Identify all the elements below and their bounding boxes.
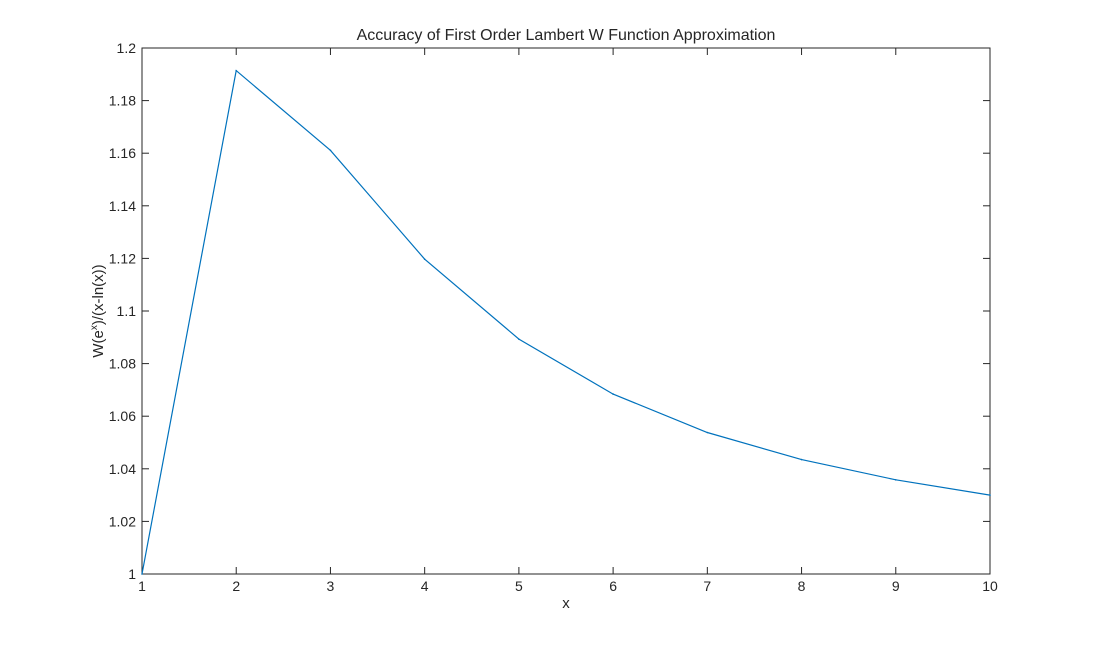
data-point (235, 69, 238, 72)
y-tick-label: 1.08 (109, 356, 136, 372)
y-axis-label-superscript: x (89, 325, 100, 330)
series-line (141, 69, 991, 575)
x-tick-label: 5 (515, 578, 523, 594)
data-point (329, 149, 332, 152)
x-tick-label: 3 (327, 578, 335, 594)
y-axis-label-rest: )/(x-ln(x)) (90, 264, 107, 325)
y-tick-label: 1.14 (109, 198, 136, 214)
y-tick-label: 1.1 (117, 303, 137, 319)
axes-box (141, 47, 991, 575)
x-tick-label: 9 (892, 578, 900, 594)
y-tick-label: 1.16 (109, 145, 136, 161)
y-tick-label: 1.06 (109, 408, 136, 424)
x-tick-label: 7 (703, 578, 711, 594)
data-point (518, 338, 520, 340)
x-tick-label: 10 (982, 578, 998, 594)
x-tick-label: 4 (421, 578, 429, 594)
x-tick-label: 1 (138, 578, 146, 594)
y-tick-label: 1.04 (109, 461, 136, 477)
chart-title: Accuracy of First Order Lambert W Functi… (357, 27, 776, 44)
data-point (423, 258, 426, 260)
y-tick-label: 1.18 (109, 93, 136, 109)
x-tick-label: 2 (232, 578, 240, 594)
y-tick-label: 1.2 (117, 40, 137, 56)
y-tick-label: 1.12 (109, 250, 136, 266)
y-axis-ticks: 1 1.02 1.04 1.06 1.08 1.1 1.12 1.14 1.16 1.18 1.2 (109, 40, 990, 582)
data-point (894, 479, 897, 481)
x-axis-label: x (562, 595, 570, 612)
x-tick-label: 8 (798, 578, 806, 594)
x-axis-ticks: 1 2 3 4 5 6 7 8 9 10 (138, 48, 998, 594)
x-tick-label: 6 (609, 578, 617, 594)
y-tick-label: 1 (128, 566, 136, 582)
data-point (612, 393, 614, 395)
series-layer (141, 69, 991, 575)
y-axis-label: W(ex)/(x-ln(x)) (89, 264, 107, 357)
y-axis-label-base: W(e (90, 330, 107, 358)
data-point (800, 458, 803, 461)
data-point (989, 494, 991, 496)
data-point (706, 431, 709, 434)
data-point (141, 573, 143, 575)
y-tick-label: 1.02 (109, 513, 136, 529)
plot-area: 1 2 3 4 5 6 7 8 9 10 1 1.02 1.04 1.06 1.08 1.1 1.12 1.14… (109, 40, 998, 594)
